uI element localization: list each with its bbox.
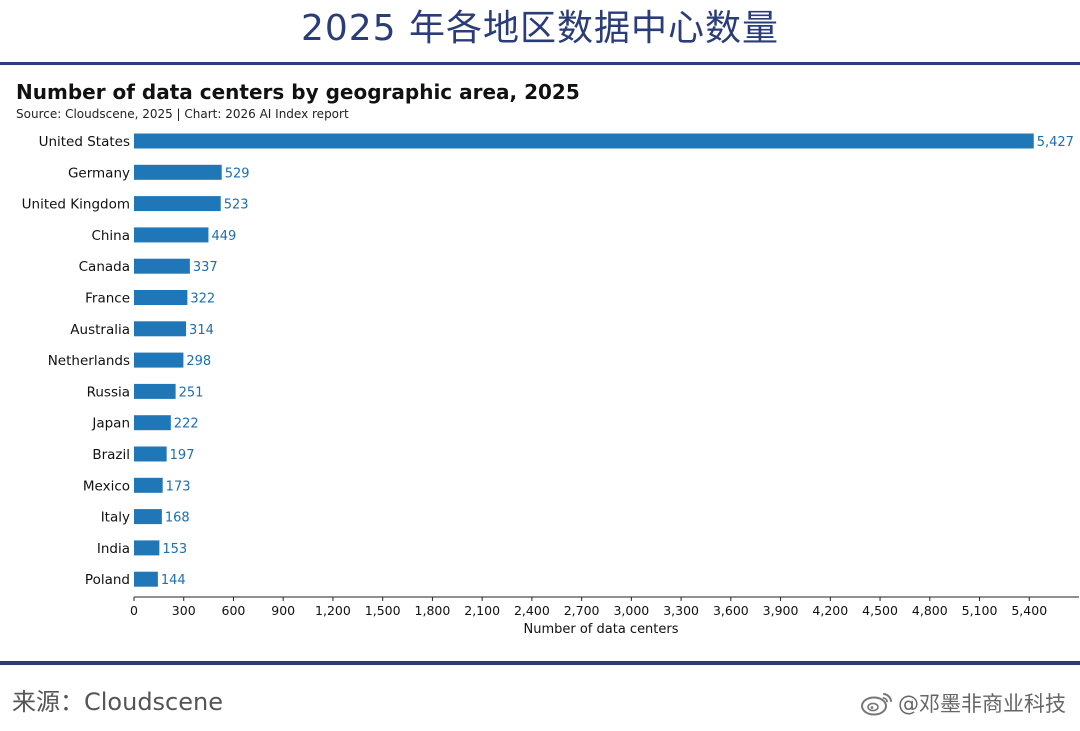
value-label-netherlands: 298: [186, 354, 211, 369]
x-tick-label: 3,900: [763, 603, 799, 618]
value-label-australia: 314: [189, 323, 214, 338]
bar-italy: [134, 509, 162, 525]
bar-russia: [134, 383, 176, 399]
bar-germany: [134, 164, 222, 180]
chart-source: Source: Cloudscene, 2025 | Chart: 2026 A…: [16, 107, 349, 121]
footer-source: 来源：Cloudscene: [12, 688, 223, 716]
value-label-france: 322: [190, 292, 215, 307]
category-label-russia: Russia: [87, 384, 130, 400]
bar-united-states: [134, 133, 1034, 149]
x-axis-title: Number of data centers: [523, 622, 678, 637]
value-label-canada: 337: [193, 260, 218, 275]
category-label-australia: Australia: [70, 322, 130, 338]
weibo-icon: [861, 693, 892, 716]
x-tick-label: 900: [271, 603, 295, 618]
top-divider: [0, 62, 1080, 65]
x-tick-label: 1,500: [365, 603, 401, 618]
category-label-japan: Japan: [91, 416, 130, 432]
category-label-italy: Italy: [101, 510, 130, 526]
bar-china: [134, 227, 209, 243]
value-label-poland: 144: [161, 573, 186, 588]
category-label-france: France: [85, 291, 130, 307]
x-tick-label: 5,100: [962, 603, 998, 618]
bar-netherlands: [134, 352, 184, 368]
x-tick-label: 300: [172, 603, 196, 618]
category-label-netherlands: Netherlands: [48, 353, 130, 369]
bar-canada: [134, 258, 190, 274]
bar-france: [134, 290, 188, 305]
value-label-brazil: 197: [170, 448, 195, 463]
category-label-china: China: [91, 228, 130, 244]
bar-united-kingdom: [134, 196, 221, 212]
value-label-italy: 168: [165, 511, 190, 526]
x-tick-label: 1,200: [315, 603, 351, 618]
category-label-united-kingdom: United Kingdom: [22, 197, 130, 213]
value-label-japan: 222: [174, 417, 199, 432]
value-label-united-kingdom: 523: [224, 198, 249, 213]
value-label-mexico: 173: [166, 479, 191, 494]
value-label-india: 153: [162, 542, 187, 557]
value-label-united-states: 5,427: [1037, 135, 1074, 150]
watermark-text: @邓墨非商业科技: [898, 692, 1066, 716]
page-heading: 2025 年各地区数据中心数量: [300, 8, 780, 49]
category-label-united-states: United States: [39, 134, 130, 150]
x-tick-label: 4,500: [862, 603, 898, 618]
bar-poland: [134, 571, 158, 587]
x-tick-label: 2,700: [564, 603, 600, 618]
value-label-germany: 529: [225, 166, 250, 181]
bar-australia: [134, 321, 187, 337]
x-tick-label: 1,800: [415, 603, 451, 618]
x-tick-label: 3,600: [713, 603, 749, 618]
category-label-poland: Poland: [85, 572, 130, 588]
bottom-divider: [0, 661, 1080, 665]
x-tick-label: 2,400: [514, 603, 550, 618]
x-tick-label: 5,400: [1011, 603, 1047, 618]
x-tick-label: 2,100: [464, 603, 500, 618]
x-tick-label: 3,000: [613, 603, 649, 618]
category-label-brazil: Brazil: [92, 447, 130, 463]
x-tick-label: 600: [222, 603, 246, 618]
value-label-china: 449: [211, 229, 236, 244]
value-label-russia: 251: [179, 385, 204, 400]
bar-mexico: [134, 477, 163, 493]
x-tick-label: 4,800: [912, 603, 948, 618]
chart-title: Number of data centers by geographic are…: [16, 80, 580, 104]
watermark: @邓墨非商业科技: [860, 688, 1066, 718]
bar-india: [134, 540, 160, 556]
bar-brazil: [134, 446, 167, 462]
category-label-india: India: [97, 541, 130, 557]
bar-chart: United States 5,427 Germany 529 United Kingd…: [22, 133, 1079, 637]
x-tick-label: 4,200: [812, 603, 848, 618]
x-tick-label: 3,300: [663, 603, 699, 618]
x-tick-label: 0: [130, 603, 138, 618]
bar-japan: [134, 415, 171, 431]
category-label-mexico: Mexico: [83, 478, 130, 494]
category-label-canada: Canada: [79, 259, 130, 275]
category-label-germany: Germany: [68, 165, 130, 181]
